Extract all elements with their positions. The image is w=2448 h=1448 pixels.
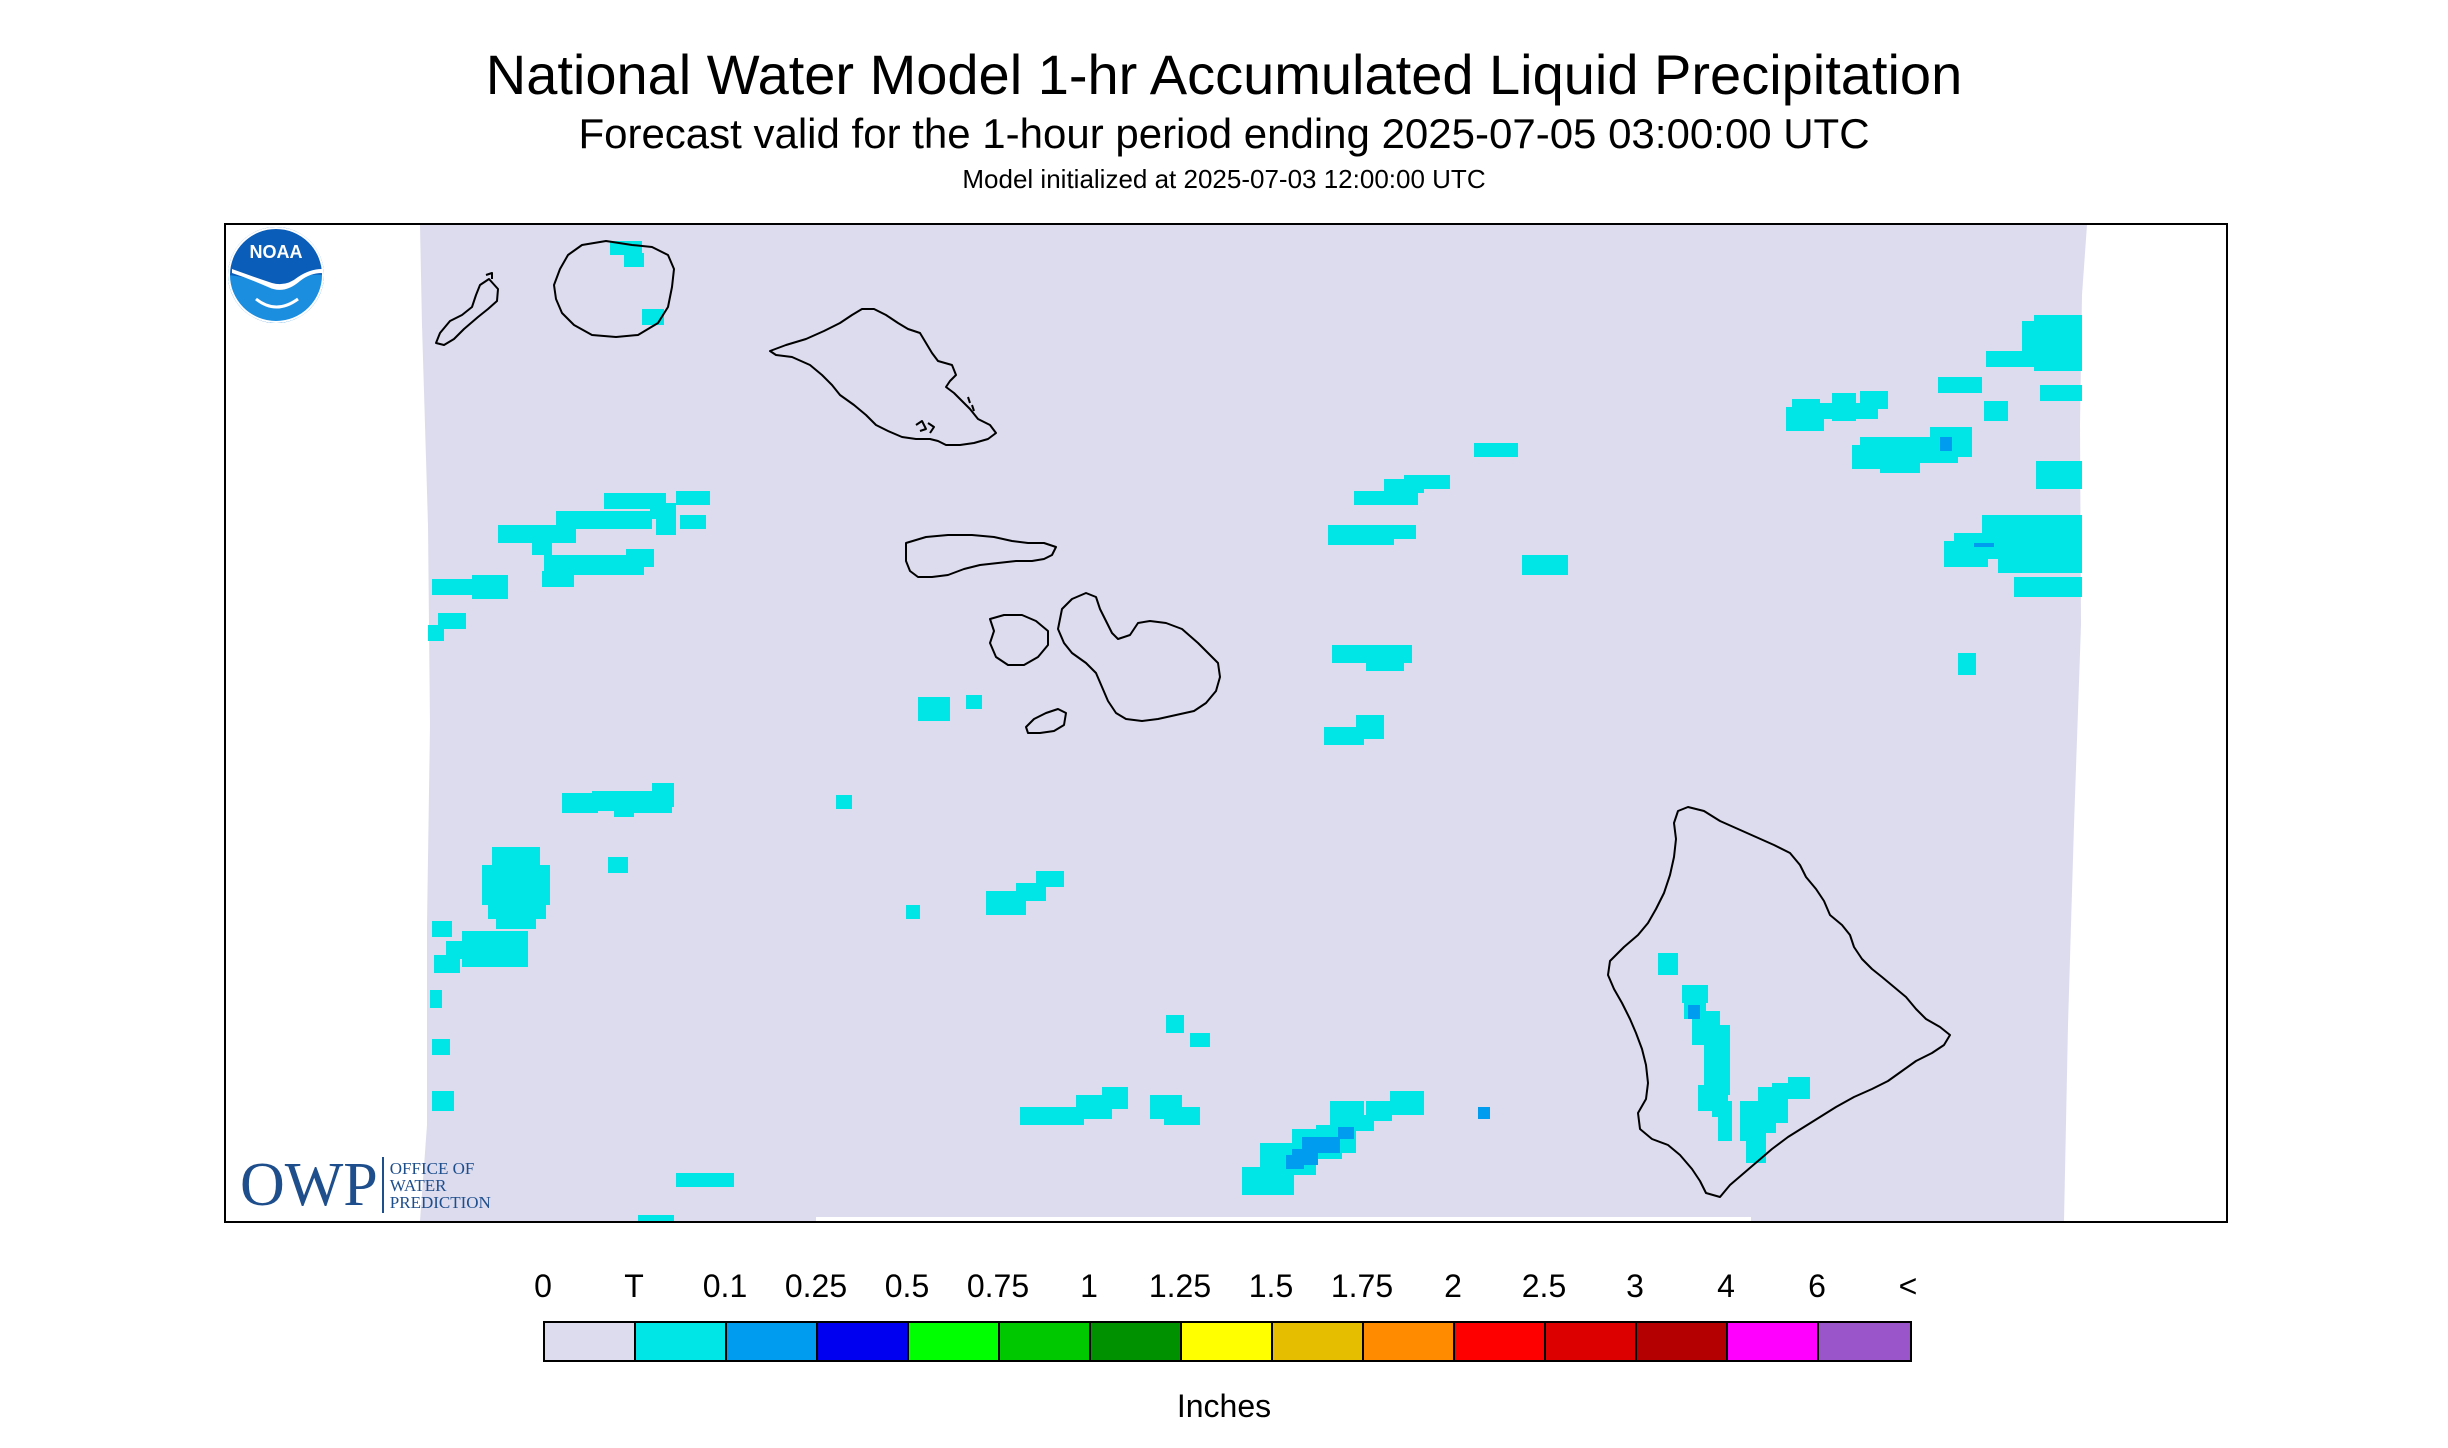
owp-logo-line-1: OFFICE OF — [389, 1158, 475, 1178]
legend-swatch — [1637, 1323, 1728, 1360]
legend-label: 0.75 — [966, 1268, 1030, 1304]
legend-label: 3 — [1626, 1268, 1644, 1304]
kahoolawe-coastline — [1025, 708, 1067, 734]
legend-swatch — [1546, 1323, 1637, 1360]
legend-swatch — [545, 1323, 636, 1360]
noaa-logo-text: NOAA — [250, 242, 303, 262]
legend-units: Inches — [1176, 1388, 1272, 1424]
owp-logo: OWP OFFICE OF WATER PREDICTION — [240, 1151, 491, 1219]
legend-label: 1 — [1080, 1268, 1098, 1304]
precip-patches-0-1-inch — [1286, 437, 1994, 1169]
legend-label: 1.75 — [1330, 1268, 1394, 1304]
legend-label: < — [1898, 1268, 1918, 1304]
owp-logo-letters: OWP — [240, 1151, 378, 1219]
precip-patches-trace — [428, 241, 2082, 1221]
owp-logo-line-2: WATER — [389, 1175, 447, 1195]
legend-label: 1.25 — [1148, 1268, 1212, 1304]
map-canvas — [420, 225, 2087, 1221]
legend-label: 2 — [1444, 1268, 1462, 1304]
legend-swatch — [727, 1323, 818, 1360]
lanai-coastline — [989, 614, 1049, 666]
legend-label: 0.5 — [884, 1268, 930, 1304]
legend-swatch — [1364, 1323, 1455, 1360]
legend-swatch — [818, 1323, 909, 1360]
legend-label: 0.25 — [784, 1268, 848, 1304]
map-subtitle: Forecast valid for the 1-hour period end… — [578, 110, 1870, 157]
legend-swatch — [1819, 1323, 1910, 1360]
niihau-coastline — [435, 278, 499, 346]
legend-labels: 0 T 0.1 0.25 0.5 0.75 1 1.25 1.5 1.75 2 2.5 3 4 6 < — [0, 1268, 2448, 1308]
legend-label: 6 — [1808, 1268, 1826, 1304]
legend-swatch — [1091, 1323, 1182, 1360]
owp-logo-line-3: PREDICTION — [389, 1192, 491, 1212]
legend-swatch — [1455, 1323, 1546, 1360]
model-init-text: Model initialized at 2025-07-03 12:00:00… — [962, 164, 1486, 194]
legend-label: 2.5 — [1521, 1268, 1567, 1304]
legend-label: 0 — [534, 1268, 552, 1304]
owp-logo-divider — [381, 1157, 384, 1213]
legend-label: T — [624, 1268, 644, 1304]
island-coastlines — [435, 240, 1951, 1198]
map-title: National Water Model 1-hr Accumulated Li… — [485, 43, 1963, 106]
oahu-coastline — [769, 308, 997, 446]
kauai-coastline — [553, 240, 675, 338]
big-island-coastline — [1607, 806, 1951, 1198]
legend-label: 4 — [1717, 1268, 1735, 1304]
model-domain — [420, 225, 2087, 1221]
legend-swatch — [1728, 1323, 1819, 1360]
legend-label: 0.1 — [702, 1268, 748, 1304]
molokai-coastline — [905, 534, 1057, 578]
legend-swatch — [1000, 1323, 1091, 1360]
maui-coastline — [1057, 592, 1221, 722]
legend-swatch — [1273, 1323, 1364, 1360]
legend-swatch — [909, 1323, 1000, 1360]
precipitation-map: OWP OFFICE OF WATER PREDICTION NOAA — [224, 223, 2228, 1223]
legend-colorbar — [543, 1321, 1912, 1362]
legend-label: 1.5 — [1248, 1268, 1294, 1304]
legend-swatch — [636, 1323, 727, 1360]
owp-logo-text: OFFICE OF WATER PREDICTION — [390, 1160, 491, 1211]
legend-swatch — [1182, 1323, 1273, 1360]
noaa-logo: NOAA — [228, 227, 324, 323]
